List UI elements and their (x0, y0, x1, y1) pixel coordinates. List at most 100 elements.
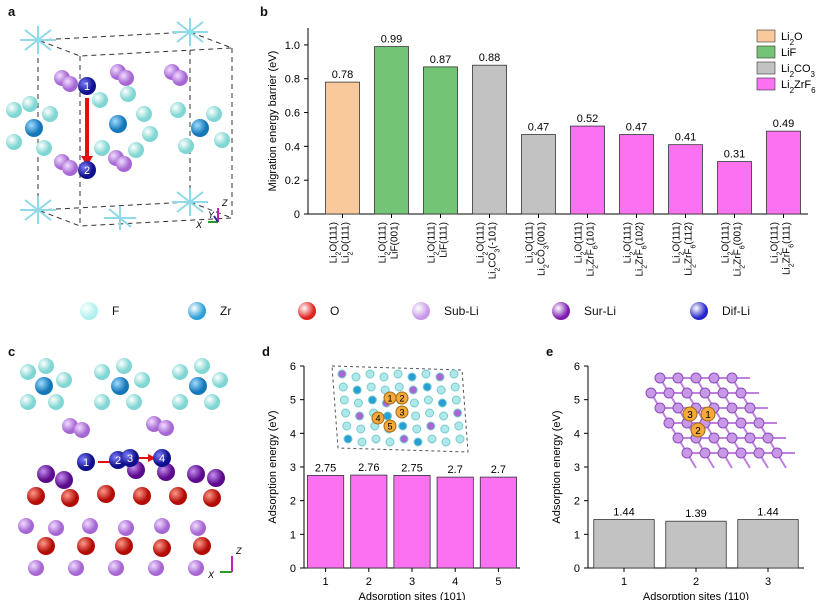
x-tick-label: Li2O(111) (341, 222, 355, 263)
x-tick-label: Li2ZrF6(101) (586, 222, 600, 277)
inset-site (690, 422, 706, 438)
y-tick-label: 4 (290, 428, 296, 440)
inset-atom (352, 385, 362, 395)
inset-atom (408, 385, 418, 395)
inset-atom (393, 369, 403, 379)
inset-site-label: 2 (695, 426, 701, 437)
data-label: 1.39 (685, 508, 706, 520)
y-tick-label: 1 (290, 529, 296, 541)
inset-atom (356, 424, 366, 434)
bar (665, 520, 727, 569)
y-tick-label: 3 (290, 462, 296, 474)
bar (479, 476, 517, 569)
atom-ball-icon (412, 302, 430, 320)
legend-label: O (330, 304, 340, 318)
inset-atom (726, 402, 738, 414)
legend-label: Sur-Li (584, 304, 617, 318)
legend-label: Dif-Li (722, 304, 751, 318)
x-tick-label: Li2O(111) (721, 222, 735, 263)
inset-atom (339, 395, 349, 405)
atom-ball-icon (690, 302, 708, 320)
y-tick-label: 1 (574, 529, 580, 541)
legend-label: Li2CO3 (781, 63, 816, 79)
inset-atom (753, 447, 765, 459)
x-tick-label: Li2ZrF6(001) (733, 222, 747, 277)
inset-atom (412, 424, 422, 434)
inset-atom (357, 437, 367, 447)
panel-a-structure: 1 2 Z Y X (6, 18, 233, 230)
x-tick-label: 4 (452, 576, 458, 588)
bar (472, 64, 507, 215)
axes-triad: Z Y X (195, 198, 228, 230)
inset-atom (699, 447, 711, 459)
bar (374, 46, 409, 215)
x-tick-label: 1 (323, 576, 329, 588)
inset-site-label: 5 (387, 422, 392, 432)
x-tick-label: 3 (409, 576, 415, 588)
inset-atom (379, 372, 389, 382)
data-label: 1.44 (613, 507, 634, 519)
inset-atom (663, 417, 675, 429)
x-tick-label: Li2O(111) (427, 222, 441, 263)
legend-swatch (756, 61, 776, 75)
axis-glyph-x: X (195, 220, 203, 230)
site-marker: 1 (84, 81, 90, 93)
data-label: 0.31 (724, 149, 745, 161)
inset-atom (726, 372, 738, 384)
inset-atom (365, 369, 375, 379)
data-label: 0.87 (430, 54, 451, 66)
inset-atom (366, 382, 376, 392)
inset-atom (645, 387, 657, 399)
inset-atom (435, 372, 445, 382)
inset-atom (343, 434, 353, 444)
inset-site (395, 405, 409, 419)
data-label: 0.88 (479, 52, 500, 64)
axes-triad: Z X (207, 546, 242, 580)
inset-atom (425, 408, 435, 418)
bar (393, 475, 431, 569)
bar (766, 130, 801, 215)
atom-ball-icon (298, 302, 316, 320)
inset-atom (453, 408, 463, 418)
inset-atom (351, 372, 361, 382)
y-tick-label: 4 (574, 428, 580, 440)
dif-li-atom (78, 77, 96, 95)
inset-atom (367, 395, 377, 405)
axis-glyph-z: Z (221, 198, 228, 208)
bar (668, 144, 703, 215)
y-tick-label: 3 (574, 462, 580, 474)
inset-atom (744, 432, 756, 444)
data-label: 0.78 (332, 69, 353, 81)
data-label: 0.47 (626, 122, 647, 134)
data-label: 1.44 (757, 507, 778, 519)
bar (521, 134, 556, 215)
inset-atom (735, 417, 747, 429)
atom-ball-icon (80, 302, 98, 320)
y-axis-label: Adsorption energy (eV) (267, 410, 279, 523)
data-label: 0.52 (577, 113, 598, 125)
y-tick-label: 0.8 (285, 74, 300, 86)
inset-atom (371, 434, 381, 444)
inset-atom (440, 424, 450, 434)
data-label: 0.47 (528, 122, 549, 134)
inset-atom (337, 369, 347, 379)
inset-atom (398, 421, 408, 431)
panel-label-e: e (546, 344, 554, 359)
inset-site (371, 411, 385, 425)
inset-structure: 3 12 (645, 372, 795, 469)
inset-atom (411, 411, 421, 421)
inset-atom (439, 411, 449, 421)
inset-atom (385, 437, 395, 447)
y-axis-label: Migration energy barrier (eV) (267, 51, 279, 192)
site-marker: 2 (115, 455, 121, 467)
y-tick-label: 1.0 (285, 40, 300, 52)
inset-atom (421, 369, 431, 379)
y-tick-label: 0 (290, 563, 296, 575)
x-tick-label: Li2ZrF6(111) (782, 222, 796, 275)
bar (350, 474, 388, 569)
bar (593, 519, 655, 569)
inset-atom (454, 421, 464, 431)
inset-atom (413, 437, 423, 447)
bar (717, 161, 752, 215)
bar (307, 475, 345, 569)
